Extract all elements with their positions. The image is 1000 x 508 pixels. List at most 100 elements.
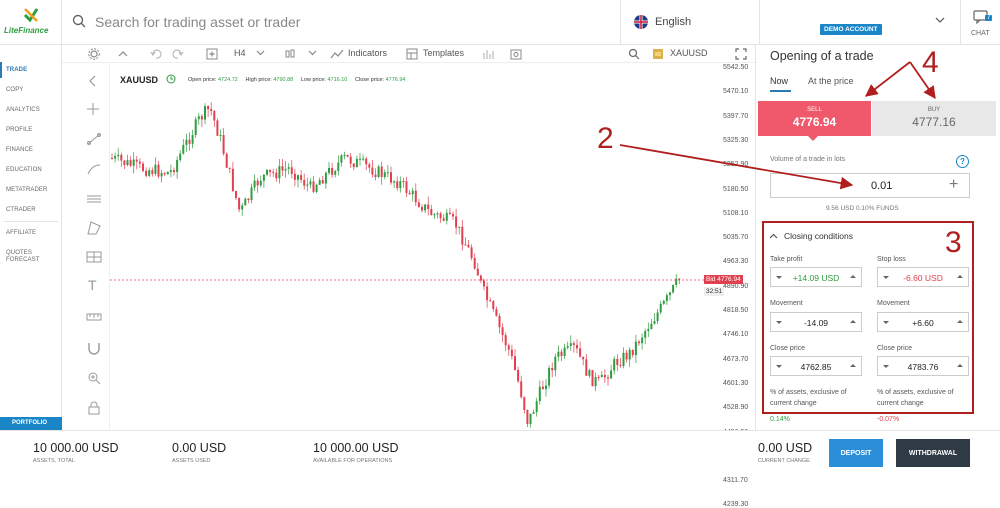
portfolio-button[interactable]: PORTFOLIO [0,417,62,430]
timeframe-selector[interactable]: H4 [234,48,246,58]
candle-body [414,190,417,203]
decrease-icon[interactable] [883,276,889,279]
symbol-search-icon[interactable] [628,48,640,60]
demo-account-badge[interactable]: DEMO ACCOUNT [820,24,882,35]
increase-icon[interactable] [957,320,963,323]
withdrawal-button[interactable]: WITHDRAWAL [896,439,970,467]
lock-icon[interactable] [88,401,100,415]
chevron-down-icon[interactable] [935,17,945,24]
screenshot-icon[interactable] [510,48,522,60]
candle-body [293,173,296,180]
price-axis-tick: 5108.10 [723,209,749,217]
trendline-icon[interactable] [87,133,101,145]
tab-now[interactable]: Now [770,76,789,86]
chart-symbol: XAUUSD [120,75,159,85]
close-price-tp-input[interactable]: 4762.85 [770,356,862,376]
add-icon[interactable] [206,48,218,60]
candle-body [647,329,650,332]
candle-body [653,321,656,324]
prediction-icon[interactable] [86,251,102,263]
symbol-selector[interactable]: XAUUSD [670,48,708,58]
search-input[interactable] [95,12,515,32]
stop-loss-input[interactable]: -6.60 USD [877,267,969,287]
decrease-icon[interactable] [776,321,782,324]
logo[interactable]: LiteFinance [0,0,62,45]
increase-icon[interactable] [957,364,963,367]
chevron-up-icon[interactable] [769,233,778,239]
candle-body [371,167,374,175]
brush-icon[interactable] [87,163,101,175]
compare-icon[interactable] [482,48,494,60]
redo-icon[interactable] [172,48,184,60]
close-value: 4776.94 [385,77,406,83]
price-axis-tick: 5397.70 [723,112,749,120]
help-icon[interactable]: ? [956,155,969,168]
sidebar-item-metatrader[interactable]: METATRADER [6,187,48,193]
increase-icon[interactable] [850,320,856,323]
top-bar: LiteFinance English DEMO ACCOUNT 7 CHAT [0,0,1000,45]
candle-body [225,153,228,168]
settings-icon[interactable] [88,48,100,60]
fullscreen-icon[interactable] [735,48,747,60]
measure-icon[interactable] [86,311,102,323]
decrease-icon[interactable] [883,365,889,368]
sell-button[interactable]: SELL 4776.94 [758,101,871,136]
close-price-sl-input[interactable]: 4783.76 [877,356,969,376]
candle-body [374,174,377,177]
sidebar-item-finance[interactable]: FINANCE [6,147,34,153]
sidebar-item-trade[interactable]: TRADE [6,67,28,73]
decrease-icon[interactable] [883,321,889,324]
sidebar-item-education[interactable]: EDUCATION [6,167,42,173]
candle-body [324,172,327,184]
take-profit-input[interactable]: +14.09 USD [770,267,862,287]
indicators-button[interactable]: Indicators [348,48,388,58]
pattern-icon[interactable] [87,221,101,235]
candle-body [424,204,427,211]
fibonacci-icon[interactable] [86,193,102,205]
chevron-up-icon[interactable] [118,49,128,59]
deposit-button[interactable]: DEPOSIT [829,439,883,467]
magnet-icon[interactable] [87,341,101,355]
plus-icon[interactable]: + [949,176,959,193]
closing-conditions-toggle[interactable]: Closing conditions [784,231,853,241]
movement-sl-value: +6.60 [912,318,934,328]
sidebar-item-copy[interactable]: COPY [6,87,24,93]
sidebar-item-profile[interactable]: PROFILE [6,127,33,133]
increase-icon[interactable] [850,275,856,278]
templates-button[interactable]: Templates [423,48,465,58]
candle-body [346,154,349,157]
collapse-arrow-icon[interactable] [88,75,98,87]
increase-icon[interactable] [957,275,963,278]
sidebar-item-affiliate[interactable]: AFFILIATE [6,230,37,236]
candle-body [269,169,272,172]
sidebar-item-analytics[interactable]: ANALYTICS [6,107,40,113]
buy-button[interactable]: BUY 4777.16 [872,101,996,136]
sidebar-item-ctrader[interactable]: CTRADER [6,207,36,213]
price-chart[interactable] [110,63,755,430]
timeframe-chevron-icon[interactable] [256,50,265,56]
increase-icon[interactable] [850,364,856,367]
trade-panel: Opening of a trade Now At the price SELL… [755,45,1000,430]
price-axis-tick: 4601.30 [723,379,749,387]
movement-sl-input[interactable]: +6.60 [877,312,969,332]
language-selector[interactable]: English [620,0,760,45]
candle-body [656,312,659,322]
zoom-icon[interactable] [87,371,101,385]
decrease-icon[interactable] [776,276,782,279]
decrease-icon[interactable] [776,365,782,368]
candle-body [188,139,191,144]
candle-body [179,153,182,160]
candle-body [638,341,640,344]
volume-input[interactable]: 0.01 + [770,173,970,198]
candle-body [173,170,175,173]
candles-icon[interactable] [284,48,296,60]
crosshair-icon[interactable] [87,103,99,115]
candle-body [132,159,135,166]
tab-at-the-price[interactable]: At the price [808,76,854,86]
sidebar-item-quotes-forecast[interactable]: QUOTES FORECAST [6,250,40,263]
chat-button[interactable]: 7 CHAT [960,0,1000,45]
text-tool-icon[interactable]: T [88,277,97,293]
chart-type-chevron-icon[interactable] [308,50,317,56]
undo-icon[interactable] [150,48,162,60]
movement-tp-input[interactable]: -14.09 [770,312,862,332]
